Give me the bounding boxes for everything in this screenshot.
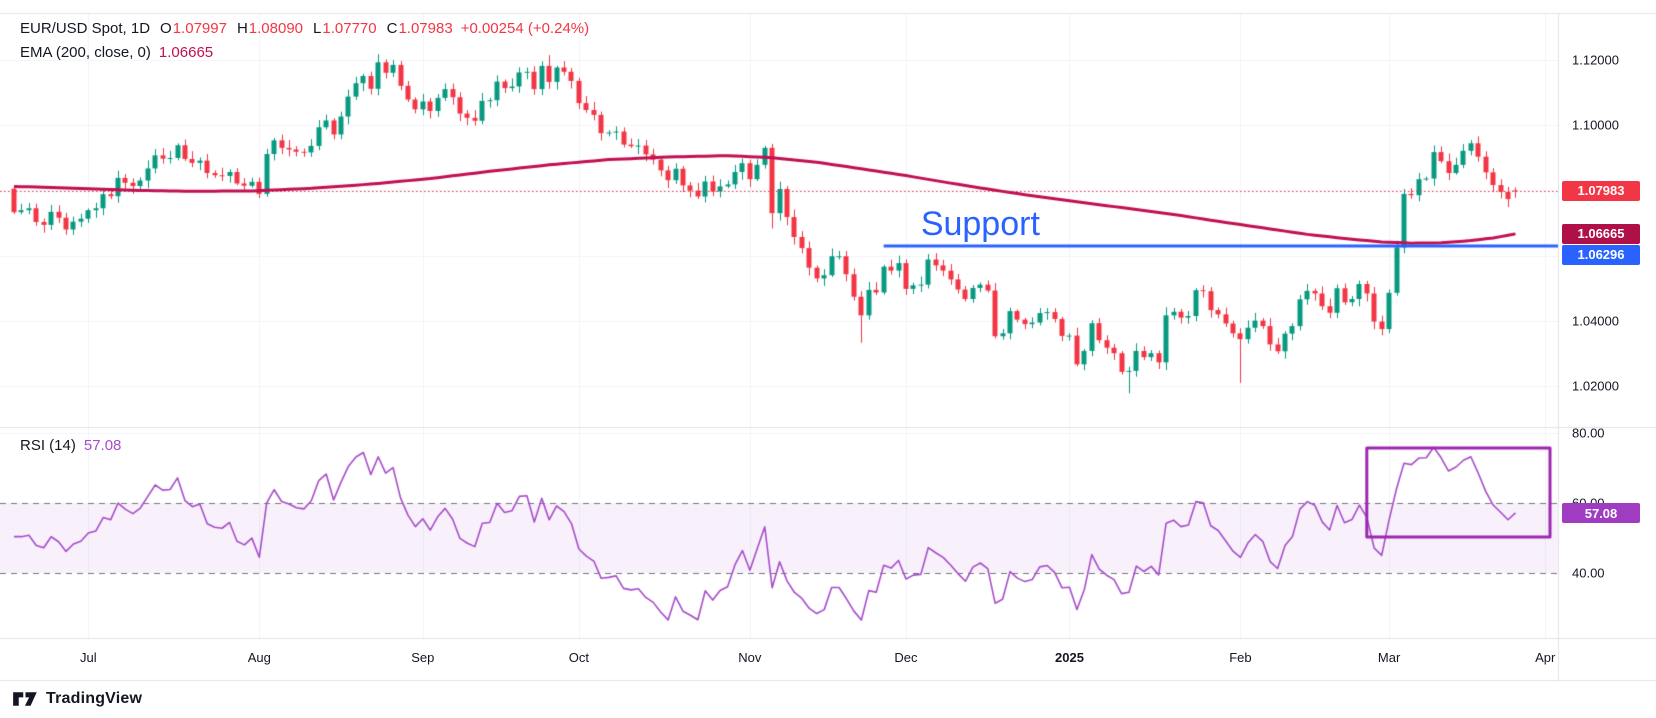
month-label[interactable]: Oct bbox=[568, 650, 590, 665]
symbol-legend[interactable]: EUR/USD Spot, 1D O1.07997 H1.08090 L1.07… bbox=[20, 20, 589, 37]
last-price-chip: 1.07983 bbox=[1562, 180, 1640, 201]
month-label[interactable]: Sep bbox=[411, 650, 435, 665]
rsi-axis-label: 40.00 bbox=[1572, 565, 1605, 581]
brand-text: TradingView bbox=[46, 690, 143, 707]
ema-legend-value: 1.06665 bbox=[158, 44, 214, 61]
rsi-value-chip: 57.08 bbox=[1562, 503, 1640, 524]
rsi-legend-value: 57.08 bbox=[83, 437, 122, 454]
price-axis-label: 1.02000 bbox=[1572, 378, 1619, 394]
ohlc-low: L1.07770 bbox=[313, 20, 377, 37]
price-axis-label: 1.12000 bbox=[1572, 52, 1619, 68]
change-value: +0.00254 (+0.24%) bbox=[460, 20, 590, 37]
support-drawing-label[interactable]: Support bbox=[920, 204, 1040, 243]
price-axis-label: 1.10000 bbox=[1572, 117, 1619, 133]
price-axis-label: 1.04000 bbox=[1572, 313, 1619, 329]
month-label[interactable]: Jul bbox=[80, 650, 97, 665]
rsi-legend-label: RSI (14) bbox=[20, 437, 76, 454]
ohlc-close: C1.07983 bbox=[386, 20, 453, 37]
ohlc-high: H1.08090 bbox=[236, 20, 304, 37]
ema-legend[interactable]: EMA (200, close, 0) 1.06665 bbox=[20, 44, 213, 61]
ohlc-open: O1.07997 bbox=[160, 20, 227, 37]
month-label[interactable]: Feb bbox=[1229, 650, 1252, 665]
year-label[interactable]: 2025 bbox=[1055, 650, 1084, 665]
tradingview-logo-icon bbox=[13, 692, 37, 706]
month-label[interactable]: Dec bbox=[894, 650, 918, 665]
ema-value-chip: 1.06665 bbox=[1562, 223, 1640, 244]
month-label[interactable]: Apr bbox=[1535, 650, 1556, 665]
month-label[interactable]: Nov bbox=[738, 650, 762, 665]
ema-legend-label: EMA (200, close, 0) bbox=[20, 44, 151, 61]
tradingview-logo[interactable]: TradingView bbox=[12, 690, 142, 708]
month-label[interactable]: Aug bbox=[247, 650, 271, 665]
rsi-axis-label: 80.00 bbox=[1572, 425, 1605, 441]
symbol-title: EUR/USD Spot, 1D bbox=[20, 20, 151, 37]
rsi-legend[interactable]: RSI (14) 57.08 bbox=[20, 437, 121, 454]
month-label[interactable]: Mar bbox=[1377, 650, 1401, 665]
support-value-chip: 1.06296 bbox=[1562, 244, 1640, 265]
